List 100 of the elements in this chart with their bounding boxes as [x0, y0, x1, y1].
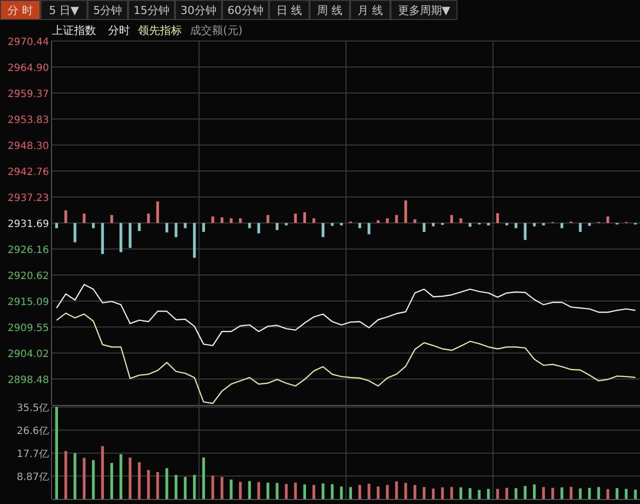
text: 分 时 — [8, 4, 33, 17]
line-series — [56, 312, 636, 404]
bar — [211, 476, 214, 499]
bar — [156, 472, 160, 499]
bar — [404, 482, 408, 499]
text: 周 线 — [317, 4, 342, 17]
y-tick-label: 2931.69 — [8, 219, 49, 230]
bar — [624, 488, 628, 499]
bar — [74, 453, 76, 499]
y-tick-label: 35.5亿 — [16, 403, 49, 414]
bar — [487, 488, 490, 499]
text: 日 线 — [276, 4, 302, 17]
bar — [138, 223, 141, 232]
bar — [386, 485, 389, 499]
bar — [55, 407, 58, 499]
bar — [514, 488, 518, 499]
bar — [414, 485, 416, 499]
bar — [257, 482, 260, 499]
bar — [514, 223, 518, 228]
y-tick-label: 2948.30 — [8, 141, 49, 152]
bar — [376, 220, 380, 224]
bar — [147, 214, 150, 224]
bar — [616, 488, 618, 499]
bar — [165, 468, 168, 499]
line-series — [56, 284, 636, 346]
bar — [597, 487, 600, 499]
y-tick-label: 8.87亿 — [16, 472, 49, 484]
text: 领先指标 — [138, 24, 182, 37]
bar — [193, 474, 196, 499]
text: 更多周期▼ — [398, 4, 451, 17]
y-tick-label: 2915.09 — [8, 297, 49, 308]
bar — [82, 458, 86, 499]
bar — [147, 470, 150, 499]
bar — [606, 489, 610, 499]
bar — [128, 223, 132, 248]
bar — [376, 486, 380, 499]
bar — [532, 484, 536, 499]
bar — [340, 486, 343, 499]
bar — [202, 223, 205, 232]
y-tick-label: 26.6亿 — [16, 426, 49, 438]
text: 30分钟 — [180, 4, 216, 17]
text: 60分钟 — [228, 4, 264, 17]
bar — [496, 213, 499, 224]
bar — [220, 476, 224, 499]
bar — [330, 223, 334, 226]
bar — [524, 486, 527, 499]
text: 15分钟 — [134, 4, 170, 17]
bar — [230, 480, 233, 499]
bar — [294, 482, 297, 499]
bar — [532, 223, 536, 226]
bar — [193, 223, 196, 258]
bar — [441, 487, 444, 499]
bar — [174, 474, 178, 499]
bar — [542, 487, 545, 499]
bar — [358, 485, 362, 499]
y-tick-label: 17.7亿 — [16, 449, 49, 460]
bar — [276, 223, 278, 230]
bar — [202, 458, 205, 499]
bar — [560, 487, 564, 499]
bar — [220, 217, 224, 224]
bar — [110, 462, 114, 499]
bar — [82, 214, 86, 224]
bar — [468, 488, 472, 499]
text: 月 线 — [358, 4, 383, 17]
bar — [74, 223, 76, 242]
y-tick-label: 2964.90 — [8, 63, 49, 74]
bar — [101, 446, 104, 499]
bar — [450, 487, 454, 499]
chart-title: 上证指数 — [52, 24, 96, 37]
y-tick-label: 2970.44 — [8, 37, 49, 48]
bar — [284, 484, 288, 499]
bar — [266, 482, 270, 499]
bar — [55, 223, 58, 228]
bar — [184, 476, 187, 499]
bar — [138, 462, 141, 499]
bar — [432, 223, 435, 226]
text: 5 日▼ — [49, 4, 80, 17]
bar — [276, 482, 278, 499]
bar — [322, 223, 324, 238]
bar — [248, 481, 251, 499]
y-tick-label: 2909.55 — [8, 323, 49, 334]
text: 成交额(元) — [190, 24, 243, 37]
bar — [303, 484, 306, 499]
bar — [422, 223, 426, 232]
bar — [588, 488, 591, 499]
bar — [110, 215, 114, 224]
bar — [496, 488, 499, 499]
bar — [120, 223, 122, 252]
bar — [588, 223, 591, 226]
bar — [450, 215, 454, 224]
bar — [120, 454, 122, 499]
bar — [578, 488, 582, 499]
bar — [248, 223, 251, 228]
bar — [303, 212, 306, 224]
bar — [368, 223, 370, 234]
bar — [92, 460, 95, 499]
bar — [570, 486, 572, 499]
bar — [322, 483, 324, 499]
bar — [578, 223, 582, 232]
bar — [560, 223, 564, 228]
